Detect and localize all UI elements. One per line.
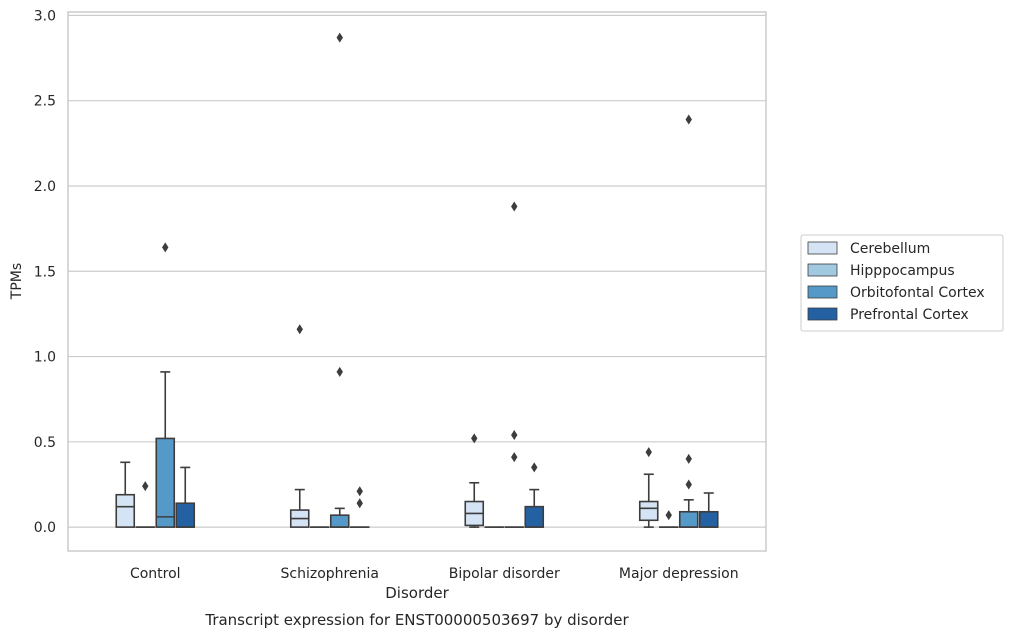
- box-body: [525, 507, 543, 527]
- legend-swatch: [808, 286, 837, 298]
- x-tick-label: Bipolar disorder: [449, 566, 560, 582]
- box-body: [331, 515, 349, 527]
- box-body: [640, 502, 658, 521]
- legend-label: Prefrontal Cortex: [850, 307, 969, 323]
- chart-caption: Transcript expression for ENST0000050369…: [204, 611, 629, 629]
- y-tick-label: 1.5: [34, 264, 56, 280]
- y-tick-label: 2.0: [34, 179, 56, 195]
- y-tick-label: 3.0: [34, 8, 56, 24]
- x-axis-label: Disorder: [385, 584, 449, 602]
- x-tick-label: Major depression: [619, 566, 739, 582]
- legend-swatch: [808, 242, 837, 254]
- box-body: [680, 512, 698, 527]
- box-body: [700, 512, 718, 527]
- legend-swatch: [808, 264, 837, 276]
- y-axis-label: TPMs: [9, 263, 25, 300]
- legend-swatch: [808, 308, 837, 320]
- legend-label: Cerebellum: [850, 241, 930, 257]
- box-body: [156, 438, 174, 527]
- legend: Cerebellum Hipppocampus Orbitofontal Corte…: [801, 235, 1003, 331]
- box-body: [176, 503, 194, 527]
- y-tick-label: 0.0: [34, 520, 56, 536]
- y-tick-label: 1.0: [34, 350, 56, 366]
- x-tick-label: Control: [130, 566, 181, 582]
- x-tick-label: Schizophrenia: [281, 566, 379, 582]
- y-tick-label: 0.5: [34, 435, 56, 451]
- y-tick-label: 2.5: [34, 94, 56, 110]
- box-body: [116, 495, 134, 527]
- legend-label: Orbitofontal Cortex: [850, 285, 985, 301]
- legend-label: Hipppocampus: [850, 263, 955, 279]
